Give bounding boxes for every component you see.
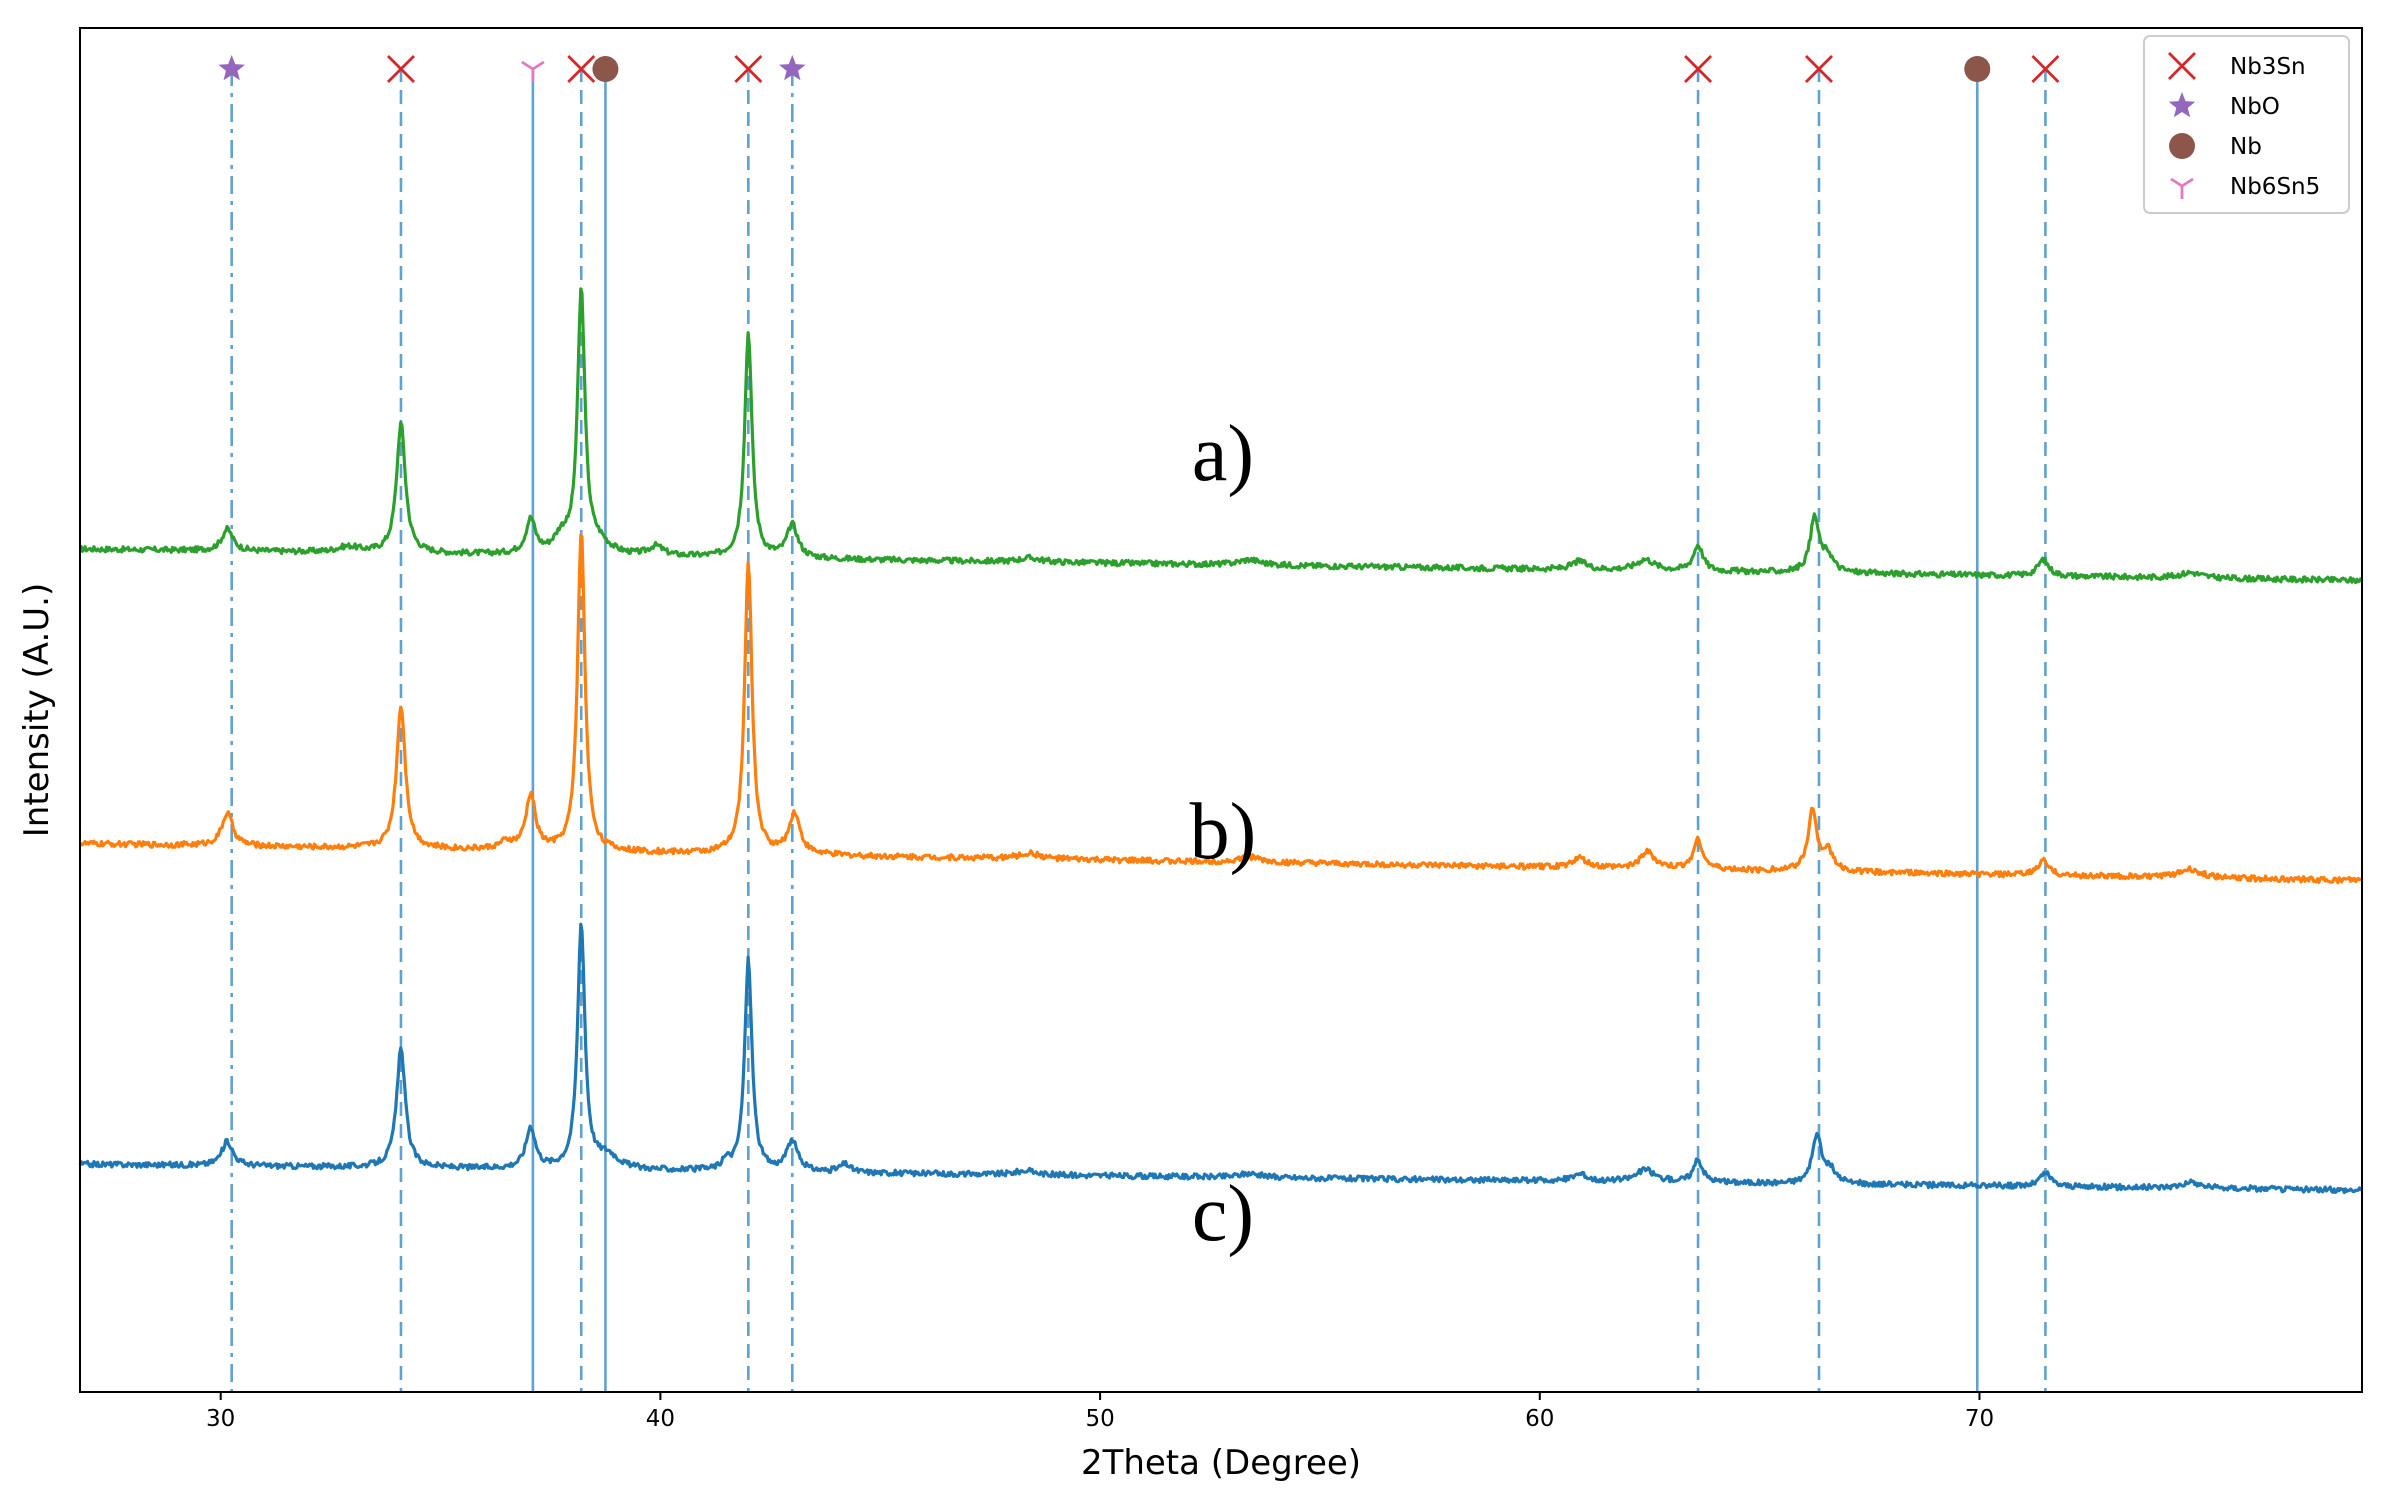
x-tick-label: 30 (206, 1406, 235, 1432)
phase-marker-nb3sn (2031, 55, 2060, 83)
x-tick-label: 50 (1085, 1406, 1114, 1432)
panel-label-a: a) (1192, 410, 1254, 498)
legend-marker-nb3sn (2168, 52, 2196, 80)
phase-marker-nb3sn (386, 55, 415, 83)
series-curve-b (78, 533, 2363, 885)
x-tick-label: 40 (646, 1406, 675, 1432)
y-axis-title: Intensity (A.U.) (17, 583, 57, 838)
legend: Nb3Sn NbO Nb Nb6Sn5 (2143, 35, 2350, 214)
x-axis-ticks: 30 40 50 60 70 (206, 1392, 1994, 1432)
legend-marker-nb6sn5 (2170, 177, 2194, 199)
reference-lines (230, 68, 2047, 1392)
plot-frame (79, 27, 2363, 1393)
phase-marker-nb3sn (1684, 55, 1713, 83)
phase-marker-nbo (218, 55, 245, 81)
panel-label-c: c) (1192, 1170, 1254, 1258)
legend-label-nbo: NbO (2230, 94, 2280, 120)
x-tick-label: 70 (1965, 1406, 1994, 1432)
phase-marker-nb3sn (734, 55, 763, 83)
phase-marker-nb (1964, 56, 1991, 82)
phase-marker-nb (592, 56, 619, 82)
x-tick-label: 60 (1525, 1406, 1554, 1432)
legend-label-nb3sn: Nb3Sn (2230, 54, 2306, 80)
phase-marker-nb3sn (1804, 55, 1833, 83)
legend-label-nb: Nb (2230, 134, 2262, 160)
panel-labels: a) b) c) (1190, 410, 1257, 1258)
series-curve-a (79, 287, 2363, 585)
legend-label-nb6sn5: Nb6Sn5 (2230, 174, 2320, 200)
series-curve-c (78, 922, 2363, 1195)
phase-marker-nbo (779, 55, 806, 81)
series-layer (78, 287, 2363, 1195)
panel-label-b: b) (1190, 788, 1257, 876)
phase-marker-nb3sn (567, 55, 596, 83)
x-axis-title: 2Theta (Degree) (1081, 1443, 1361, 1483)
legend-marker-nbo (2168, 92, 2196, 118)
phase-marker-nb6sn5 (521, 60, 545, 82)
legend-frame (2143, 35, 2350, 214)
phase-markers (218, 55, 2060, 83)
legend-marker-nb (2169, 133, 2195, 159)
